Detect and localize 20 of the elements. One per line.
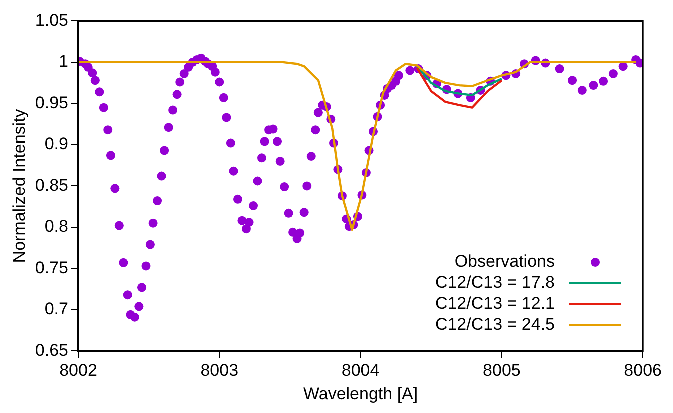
x-tick-label: 8004 [342, 361, 380, 380]
legend-label: C12/C13 = 24.5 [435, 314, 555, 334]
x-axis-title: Wavelength [A] [303, 384, 418, 404]
y-axis-title: Normalized Intensity [10, 108, 29, 264]
y-tick-label: 0.8 [44, 217, 68, 236]
legend-label: C12/C13 = 12.1 [435, 294, 555, 314]
y-tick-label: 1 [59, 52, 68, 72]
x-tick-label: 8002 [60, 361, 98, 380]
x-tick-label: 8006 [624, 361, 662, 380]
legend-label: C12/C13 = 17.8 [435, 272, 555, 292]
x-tick-label: 8005 [483, 361, 521, 380]
y-tick-label: 0.9 [44, 134, 68, 154]
y-tick-label: 1.05 [35, 10, 68, 30]
y-tick-label: 0.75 [35, 258, 68, 278]
y-tick-label: 0.65 [35, 340, 68, 360]
y-tick-label: 0.7 [44, 300, 68, 319]
y-tick-label: 0.85 [35, 176, 68, 195]
x-tick-label: 8003 [200, 361, 239, 380]
y-tick-label: 0.95 [35, 93, 68, 112]
legend-label: Observations [454, 252, 555, 272]
